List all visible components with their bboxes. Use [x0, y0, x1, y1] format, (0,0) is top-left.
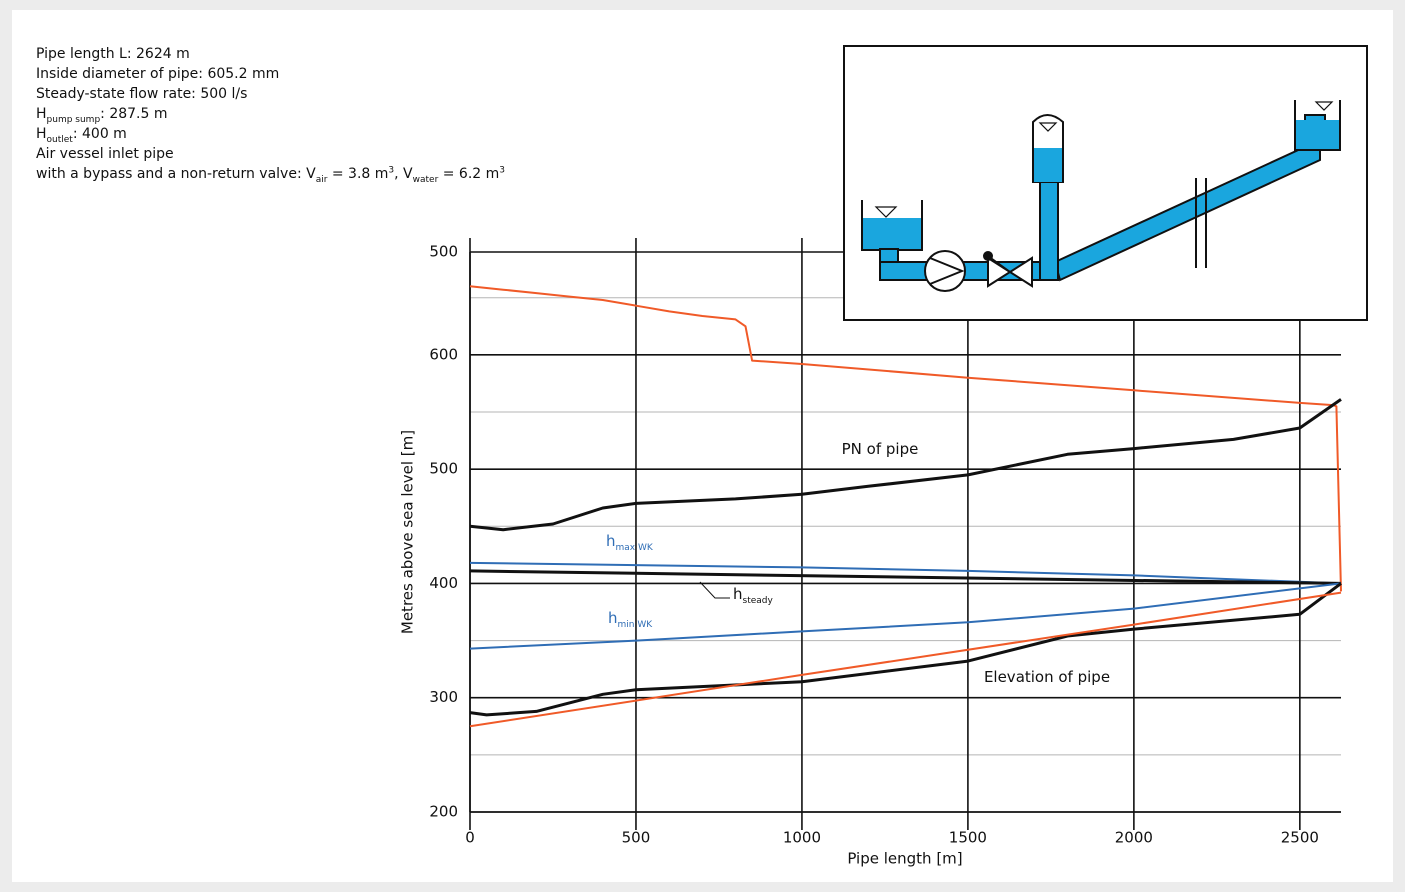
note-text: pump sump: [46, 114, 101, 125]
note-line: Hpump sump: 287.5 m: [36, 104, 505, 124]
annotation-text: min WK: [618, 620, 654, 630]
annotation-text: h: [608, 609, 618, 627]
note-text: = 6.2 m: [438, 166, 500, 182]
annotation: PN of pipe: [842, 440, 919, 458]
annotation: hmin WK: [608, 609, 653, 630]
note-line: Steady-state flow rate: 500 l/s: [36, 84, 505, 104]
y-axis-label: Metres above sea level [m]: [399, 430, 417, 634]
x-tick-label: 500: [622, 829, 651, 847]
leader-line: [699, 581, 730, 599]
note-text: H: [36, 106, 47, 122]
note-text: air: [315, 174, 328, 185]
y-tick-label: 400: [429, 574, 458, 592]
series-line: [469, 398, 1342, 532]
annotation-text: max WK: [616, 543, 654, 553]
x-axis-label: Pipe length [m]: [847, 850, 962, 868]
annotation: hsteady: [733, 585, 773, 606]
note-text: Steady-state flow rate: 500 l/s: [36, 86, 248, 102]
annotation-text: steady: [743, 596, 774, 606]
y-tick-label: 300: [429, 688, 458, 706]
note-line: Houtlet: 400 m: [36, 124, 505, 144]
x-tick-label: 2000: [1115, 829, 1153, 847]
note-text: : 287.5 m: [100, 106, 168, 122]
note-line: Air vessel inlet pipe: [36, 144, 505, 164]
annotation: hmax WK: [606, 532, 654, 553]
annotation-text: Elevation of pipe: [984, 668, 1110, 686]
note-text: Pipe length L: 2624 m: [36, 46, 190, 62]
annotation-text: h: [606, 532, 616, 550]
x-tick-label: 0: [465, 829, 475, 847]
y-tick-label: 200: [429, 803, 458, 821]
x-tick-label: 1500: [949, 829, 987, 847]
y-tick-label: 600: [429, 345, 458, 363]
note-text: H: [36, 126, 47, 142]
note-line: with a bypass and a non-return valve: Va…: [36, 164, 505, 184]
note-line: Inside diameter of pipe: 605.2 mm: [36, 64, 505, 84]
annotation: Elevation of pipe: [984, 668, 1110, 686]
note-text: 3: [388, 165, 395, 176]
note-text: : 400 m: [72, 126, 127, 142]
note-text: with a bypass and a non-return valve: V: [36, 166, 316, 182]
y-tick-label: 500: [429, 460, 458, 478]
series-line: [469, 285, 1342, 592]
note-text: water: [412, 174, 439, 185]
note-text: = 3.8 m: [327, 166, 389, 182]
y-tick-label: 500: [429, 243, 458, 261]
x-tick-label: 2500: [1281, 829, 1319, 847]
note-text: , V: [394, 166, 413, 182]
note-text: outlet: [46, 134, 73, 145]
note-text: Air vessel inlet pipe: [36, 146, 174, 162]
pipe-system: [861, 100, 1341, 292]
annotation-text: h: [733, 585, 743, 603]
series-line: [469, 582, 1342, 650]
series-line: [469, 582, 1342, 717]
annotation-text: PN of pipe: [842, 440, 919, 458]
x-tick-label: 1000: [783, 829, 821, 847]
note-line: Pipe length L: 2624 m: [36, 44, 505, 64]
series-line: [469, 569, 1342, 585]
note-text: 3: [499, 165, 505, 176]
series-line: [469, 591, 1342, 728]
note-text: Inside diameter of pipe: 605.2 mm: [36, 66, 280, 82]
notes: Pipe length L: 2624 m Inside diameter of …: [36, 44, 505, 184]
series-line: [469, 561, 1342, 585]
